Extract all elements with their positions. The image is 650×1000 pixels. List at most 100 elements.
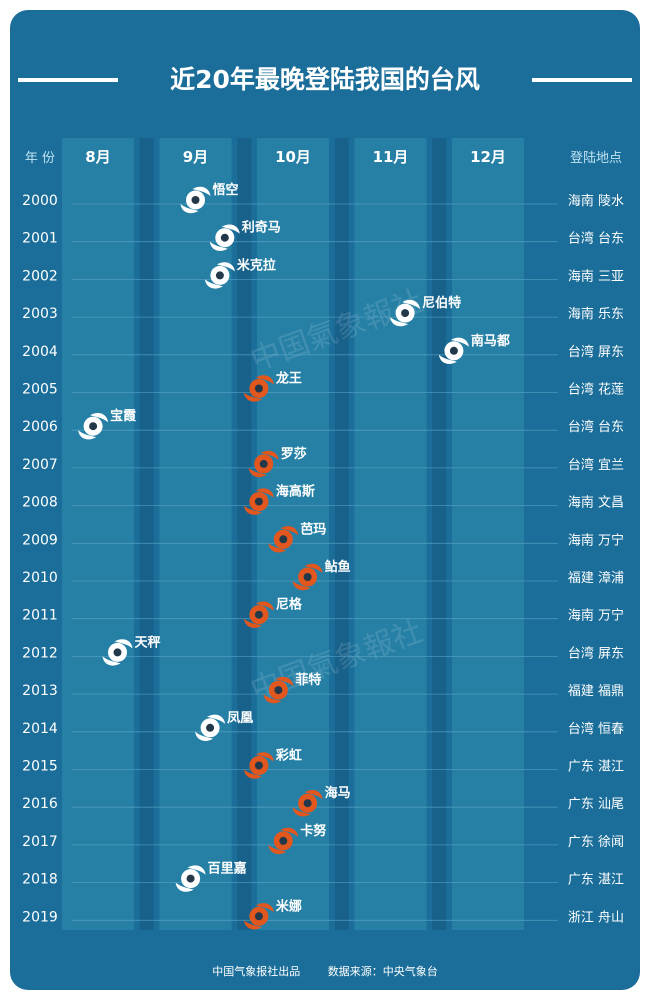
year-label: 2008 <box>22 495 58 511</box>
typhoon-eye <box>220 233 229 242</box>
typhoon-spiral-arm <box>263 694 282 704</box>
typhoon-spiral-arm <box>114 639 133 649</box>
typhoon-eye <box>279 535 288 544</box>
location-label: 福建 福鼎 <box>568 684 624 699</box>
typhoon-name-label: 米克拉 <box>237 257 276 273</box>
typhoon-marker <box>175 865 206 892</box>
location-label: 台湾 屏东 <box>568 344 624 360</box>
typhoon-eye <box>401 309 410 318</box>
typhoon-spiral-arm <box>268 543 287 553</box>
typhoon-spiral-arm <box>260 450 279 460</box>
infographic: 近20年最晚登陆我国的台风 8月 9月 10月 11月 12月年 份登陆地点 中国氣象報社… <box>10 10 640 990</box>
location-label: 海南 文昌 <box>568 495 624 511</box>
month-label: 9月 <box>183 148 208 166</box>
typhoon-name-label: 宝霞 <box>110 408 137 424</box>
typhoon-spiral-arm <box>204 279 223 289</box>
year-column-header: 年 份 <box>25 151 55 166</box>
typhoon-spiral-arm <box>209 241 228 251</box>
typhoon-name-label: 百里嘉 <box>208 861 247 877</box>
year-label: 2010 <box>22 570 58 586</box>
footer-source: 数据来源：中央气象台 <box>327 965 438 978</box>
month-label: 11月 <box>373 148 409 166</box>
typhoon-marker <box>243 903 274 930</box>
year-label: 2013 <box>22 683 58 699</box>
typhoon-eye <box>89 422 98 431</box>
typhoon-marker <box>243 601 274 628</box>
typhoon-spiral-arm <box>275 676 294 687</box>
typhoon-name-label: 天秤 <box>135 634 161 650</box>
location-label: 广东 汕尾 <box>568 797 624 812</box>
typhoon-name-label: 芭玛 <box>300 521 326 537</box>
typhoon-marker <box>292 789 323 817</box>
typhoon-spiral-arm <box>243 505 262 515</box>
typhoon-name-label: 凤凰 <box>227 711 253 726</box>
location-label: 福建 漳浦 <box>568 570 624 586</box>
typhoon-name-label: 海马 <box>325 785 351 801</box>
year-label: 2006 <box>22 419 58 435</box>
typhoon-spiral-arm <box>402 299 421 310</box>
location-label: 海南 万宁 <box>568 608 624 624</box>
typhoon-spiral-arm <box>221 224 240 234</box>
typhoon-eye <box>254 761 263 770</box>
location-label: 台湾 宜兰 <box>568 457 624 473</box>
typhoon-spiral-arm <box>243 769 262 779</box>
location-label: 台湾 台东 <box>568 419 624 435</box>
year-label: 2005 <box>22 382 58 398</box>
typhoon-name-label: 悟空 <box>213 182 239 198</box>
typhoon-marker <box>248 450 279 478</box>
year-label: 2007 <box>22 457 58 473</box>
footer: 中国气象报社出品 数据来源：中央气象台 <box>10 963 640 979</box>
location-label: 台湾 花莲 <box>568 382 624 398</box>
typhoon-spiral-arm <box>255 752 274 762</box>
typhoon-spiral-arm <box>268 844 287 855</box>
typhoon-spiral-arm <box>192 186 211 196</box>
typhoon-spiral-arm <box>90 412 109 423</box>
typhoon-eye <box>254 497 263 506</box>
location-label: 广东 湛江 <box>568 873 624 888</box>
typhoon-spiral-arm <box>255 601 274 611</box>
typhoon-spiral-arm <box>243 392 262 402</box>
typhoon-name-label: 罗莎 <box>281 446 307 462</box>
typhoon-name-label: 龙王 <box>276 371 302 387</box>
typhoon-spiral-arm <box>195 731 214 742</box>
typhoon-spiral-arm <box>280 827 299 837</box>
year-label: 2001 <box>22 231 58 247</box>
location-label: 广东 湛江 <box>568 760 624 775</box>
location-label: 台湾 台东 <box>568 231 624 247</box>
typhoon-spiral-arm <box>292 807 311 817</box>
month-divider <box>237 138 252 930</box>
typhoon-eye <box>279 836 288 845</box>
month-band <box>452 138 524 930</box>
typhoon-spiral-arm <box>187 865 206 875</box>
typhoon-marker <box>243 488 274 515</box>
typhoon-eye <box>303 799 312 808</box>
typhoon-marker <box>390 299 421 327</box>
typhoon-spiral-arm <box>304 789 323 800</box>
typhoon-eye <box>191 196 200 204</box>
typhoon-marker <box>180 186 211 214</box>
typhoon-spiral-arm <box>243 920 262 930</box>
year-label: 2019 <box>22 909 58 925</box>
year-label: 2011 <box>22 608 58 624</box>
location-column-header: 登陆地点 <box>570 150 622 166</box>
typhoon-spiral-arm <box>292 581 311 591</box>
location-label: 广东 徐闻 <box>568 835 624 850</box>
typhoon-name-label: 海高斯 <box>276 484 315 500</box>
typhoon-marker <box>209 224 240 251</box>
typhoon-chart: 8月 9月 10月 11月 12月年 份登陆地点中国氣象報社中国氣象報社2000 海南 陵… <box>22 138 624 930</box>
typhoon-marker <box>243 375 274 402</box>
typhoon-spiral-arm <box>216 262 235 272</box>
year-label: 2016 <box>22 796 58 812</box>
typhoon-name-label: 菲特 <box>295 672 321 688</box>
typhoon-marker <box>263 676 294 704</box>
typhoon-spiral-arm <box>102 656 121 666</box>
month-label: 8月 <box>85 148 110 166</box>
typhoon-marker <box>268 827 299 855</box>
typhoon-name-label: 卡努 <box>300 823 326 839</box>
typhoon-marker <box>292 563 323 591</box>
typhoon-eye <box>254 912 263 921</box>
title-bar: 近20年最晚登陆我国的台风 <box>10 58 640 102</box>
typhoon-spiral-arm <box>304 563 323 573</box>
typhoon-marker <box>195 714 226 742</box>
month-band <box>159 138 232 930</box>
